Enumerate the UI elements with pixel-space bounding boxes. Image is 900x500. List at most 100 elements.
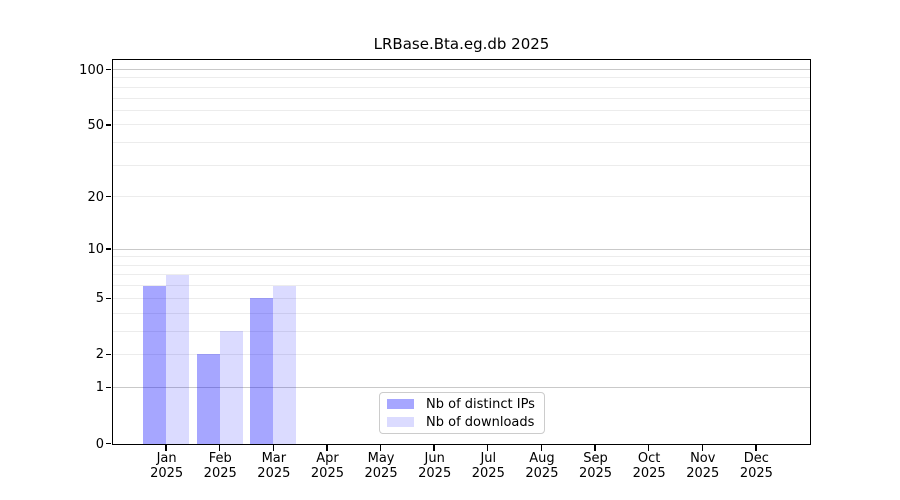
x-tick-month: Oct	[637, 451, 661, 466]
x-tick-year: 2025	[257, 466, 291, 481]
x-tick-year: 2025	[686, 466, 720, 481]
x-tick-month: Mar	[261, 451, 287, 466]
x-tick-label: Aug 2025	[507, 451, 577, 481]
bar-downloads	[273, 285, 297, 444]
x-tick-mark	[326, 445, 328, 451]
legend-item-distinct-ips: Nb of distinct IPs	[387, 397, 544, 412]
y-tick-label: 1	[95, 380, 104, 396]
x-tick-month: May	[367, 451, 395, 466]
x-tick-year: 2025	[310, 466, 344, 481]
x-tick-label: Jun 2025	[400, 451, 470, 481]
y-tick-mark	[105, 248, 111, 250]
bar-distinct-ips	[143, 285, 167, 444]
x-tick-year: 2025	[471, 466, 505, 481]
y-gridline-minor	[112, 97, 810, 99]
x-tick-label: Jan 2025	[132, 451, 202, 481]
y-gridline-minor	[112, 285, 810, 287]
x-tick-month: Apr	[316, 451, 339, 466]
legend-swatch-downloads	[387, 417, 414, 427]
bars-layer	[113, 60, 810, 444]
y-gridline-major	[112, 386, 810, 388]
y-tick-label: 50	[87, 117, 104, 133]
x-tick-year: 2025	[632, 466, 666, 481]
legend: Nb of distinct IPs Nb of downloads	[379, 392, 545, 434]
x-tick-year: 2025	[418, 466, 452, 481]
x-tick-year: 2025	[203, 466, 237, 481]
x-tick-month: Dec	[743, 451, 769, 466]
y-gridline-major	[112, 248, 810, 250]
y-tick-label: 10	[87, 242, 104, 258]
y-tick-mark	[105, 442, 111, 445]
y-tick-mark	[105, 353, 111, 356]
y-tick-label: 100	[79, 62, 104, 78]
x-tick-label: Apr 2025	[292, 451, 362, 481]
x-tick-mark	[487, 445, 489, 451]
y-gridline-minor	[112, 353, 810, 355]
x-tick-year: 2025	[150, 466, 184, 481]
bar-distinct-ips	[250, 298, 274, 444]
bar-downloads	[166, 275, 190, 444]
bar-distinct-ips	[196, 354, 220, 444]
y-gridline-minor	[112, 330, 810, 332]
y-gridline-minor	[112, 264, 810, 266]
y-gridline-minor	[112, 297, 810, 299]
y-gridline-minor	[112, 196, 810, 198]
y-gridline-major	[112, 69, 810, 70]
y-tick-label: 0	[95, 436, 104, 452]
legend-label-downloads: Nb of downloads	[426, 414, 535, 430]
x-tick-month: Aug	[529, 451, 555, 466]
tick-marks-layer	[105, 60, 810, 451]
x-tick-label: Mar 2025	[239, 451, 309, 481]
x-tick-label: Oct 2025	[614, 451, 684, 481]
y-tick-mark	[105, 297, 111, 299]
x-tick-label: Jul 2025	[453, 451, 523, 481]
x-tick-month: Jan	[156, 451, 177, 466]
x-tick-mark	[594, 445, 596, 451]
x-tick-label: Dec 2025	[721, 451, 791, 481]
x-tick-mark	[165, 445, 167, 451]
y-gridline-minor	[112, 124, 810, 126]
y-gridline-minor	[112, 256, 810, 258]
x-tick-month: Jun	[424, 451, 445, 466]
x-tick-mark	[219, 445, 221, 451]
x-tick-label: Sep 2025	[561, 451, 631, 481]
y-gridline-minor	[112, 86, 810, 88]
legend-swatch-distinct-ips	[387, 399, 414, 409]
x-tick-label: May 2025	[346, 451, 416, 481]
y-gridline-minor	[112, 109, 810, 111]
y-gridline-minor	[112, 142, 810, 144]
x-tick-mark	[755, 445, 757, 451]
y-tick-label: 5	[95, 291, 104, 307]
x-tick-year: 2025	[364, 466, 398, 481]
x-tick-month: Jul	[480, 451, 497, 466]
gridlines-layer	[112, 60, 810, 444]
y-tick-mark	[105, 196, 111, 198]
x-tick-month: Nov	[690, 451, 716, 466]
bar-downloads	[219, 331, 243, 444]
y-tick-label: 2	[95, 347, 104, 363]
x-tick-year: 2025	[578, 466, 613, 481]
x-tick-mark	[647, 445, 650, 451]
chart-title: LRBase.Bta.eg.db 2025	[373, 35, 550, 53]
y-gridline-minor	[112, 164, 810, 166]
y-gridline-minor	[112, 274, 810, 276]
x-tick-mark	[433, 445, 435, 451]
x-tick-mark	[540, 445, 543, 451]
x-tick-year: 2025	[525, 466, 559, 481]
x-tick-month: Sep	[583, 451, 608, 466]
x-tick-label: Nov 2025	[668, 451, 738, 481]
y-tick-label: 20	[87, 189, 104, 205]
legend-item-downloads: Nb of downloads	[387, 415, 544, 430]
y-gridline-minor	[112, 77, 810, 79]
y-tick-mark	[105, 68, 111, 71]
x-tick-month: Feb	[208, 451, 232, 466]
y-tick-mark	[105, 124, 111, 126]
y-tick-mark	[105, 386, 111, 389]
plot-area	[105, 58, 811, 451]
y-gridline-minor	[112, 312, 810, 314]
x-tick-year: 2025	[739, 466, 773, 481]
x-tick-mark	[379, 445, 382, 451]
x-tick-label: Feb 2025	[185, 451, 255, 481]
legend-label-distinct-ips: Nb of distinct IPs	[426, 396, 535, 412]
